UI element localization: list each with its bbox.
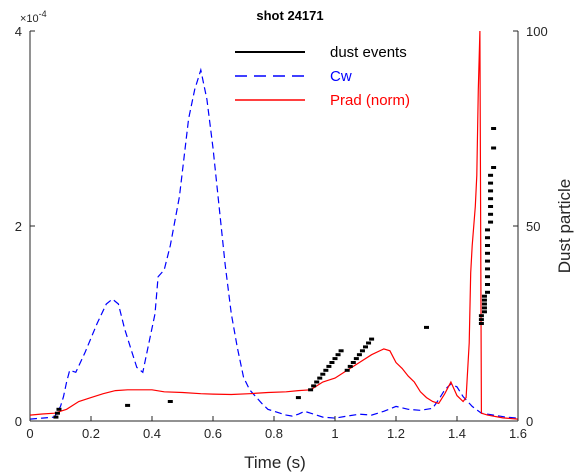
dust-event-marker (338, 349, 344, 353)
x-tick-label: 0 (26, 426, 33, 441)
dust-event-marker (329, 361, 335, 364)
x-axis: 0 0.2 0.4 0.6 0.8 1 1.2 1.4 1.6 (26, 416, 527, 441)
dust-event-marker (317, 376, 323, 380)
dust-event-marker (481, 302, 487, 306)
dust-event-marker (481, 294, 487, 298)
dust-event-marker (359, 349, 365, 353)
dust-event-marker (485, 267, 490, 271)
left-exponent-label: ×10-4 (20, 9, 47, 25)
dust-event-marker (295, 396, 301, 400)
dust-event-marker (485, 283, 490, 286)
right-y-axis: 0 50 100 (513, 24, 548, 429)
dust-event-marker (481, 298, 487, 302)
dust-event-marker (366, 341, 372, 345)
x-tick-label: 0.6 (204, 426, 222, 441)
x-tick-label: 1.6 (509, 426, 527, 441)
legend-label-cw: Cw (330, 68, 352, 85)
series-prad-norm-line (30, 31, 518, 420)
dust-event-marker (323, 368, 329, 372)
dust-event-marker (491, 127, 497, 130)
dust-event-marker (363, 345, 368, 349)
dust-event-marker (125, 403, 131, 407)
x-tick-label: 1.2 (387, 426, 405, 441)
dust-event-marker (347, 364, 353, 368)
dust-event-marker (478, 318, 484, 322)
chart-title: shot 24171 (256, 8, 323, 23)
dust-event-marker (326, 364, 332, 368)
series-cw-line (30, 67, 518, 420)
series-dust-events (53, 127, 497, 419)
exponent-base: ×10 (20, 13, 39, 25)
left-y-tick-label: 2 (15, 219, 22, 234)
dust-event-marker (344, 368, 350, 372)
right-y-tick-label: 100 (526, 24, 548, 39)
dust-event-marker (56, 407, 62, 411)
dust-event-marker (424, 325, 429, 329)
dust-event-marker (481, 306, 487, 310)
dust-event-marker (167, 400, 173, 403)
right-y-tick-label: 50 (526, 219, 540, 234)
dust-event-marker (356, 353, 362, 357)
dust-event-marker (478, 322, 484, 325)
left-y-tick-label: 4 (15, 24, 22, 39)
series-group (30, 31, 518, 420)
dust-event-marker (488, 205, 494, 208)
dust-event-marker (491, 146, 497, 150)
x-tick-label: 1.4 (448, 426, 466, 441)
dust-event-marker (332, 357, 338, 361)
x-tick-label: 0.2 (82, 426, 100, 441)
dust-event-marker (485, 228, 490, 232)
dust-event-marker (485, 244, 490, 247)
dust-event-marker (314, 380, 320, 384)
plot-area (29, 31, 519, 422)
dust-event-marker (481, 310, 487, 314)
left-y-axis: 0 2 4 (15, 24, 35, 429)
left-y-tick-label: 0 (15, 414, 22, 429)
dust-event-marker (311, 384, 317, 388)
legend: dust events Cw Prad (norm) (235, 44, 410, 109)
dust-event-marker (488, 181, 494, 185)
x-axis-label: Time (s) (244, 453, 306, 472)
dust-event-marker (353, 357, 359, 361)
dust-event-marker (485, 251, 490, 255)
x-tick-label: 1 (331, 426, 338, 441)
dust-event-marker (491, 166, 497, 169)
dust-event-marker (485, 259, 490, 263)
dust-event-marker (488, 197, 494, 201)
dust-event-marker (485, 290, 490, 294)
dust-event-marker (335, 353, 341, 357)
dust-event-marker (54, 411, 60, 415)
dust-event-marker (488, 212, 494, 216)
x-tick-label: 0.4 (143, 426, 161, 441)
dust-event-marker (488, 220, 494, 224)
dust-event-marker (53, 415, 59, 419)
x-tick-label: 0.8 (265, 426, 283, 441)
dust-event-marker (485, 275, 490, 279)
dust-event-marker (488, 173, 494, 177)
dust-event-marker (485, 236, 490, 240)
dust-event-marker (369, 337, 375, 341)
dust-event-marker (488, 189, 494, 193)
exponent-power: -4 (39, 9, 47, 19)
dust-event-marker (320, 372, 326, 376)
dust-event-marker (478, 314, 484, 318)
dust-event-marker (350, 361, 356, 364)
legend-label-prad: Prad (norm) (330, 92, 410, 109)
dust-event-marker (308, 388, 314, 392)
legend-label-dust-events: dust events (330, 44, 407, 61)
right-y-axis-label: Dust particle (555, 179, 574, 273)
right-y-tick-label: 0 (526, 414, 533, 429)
